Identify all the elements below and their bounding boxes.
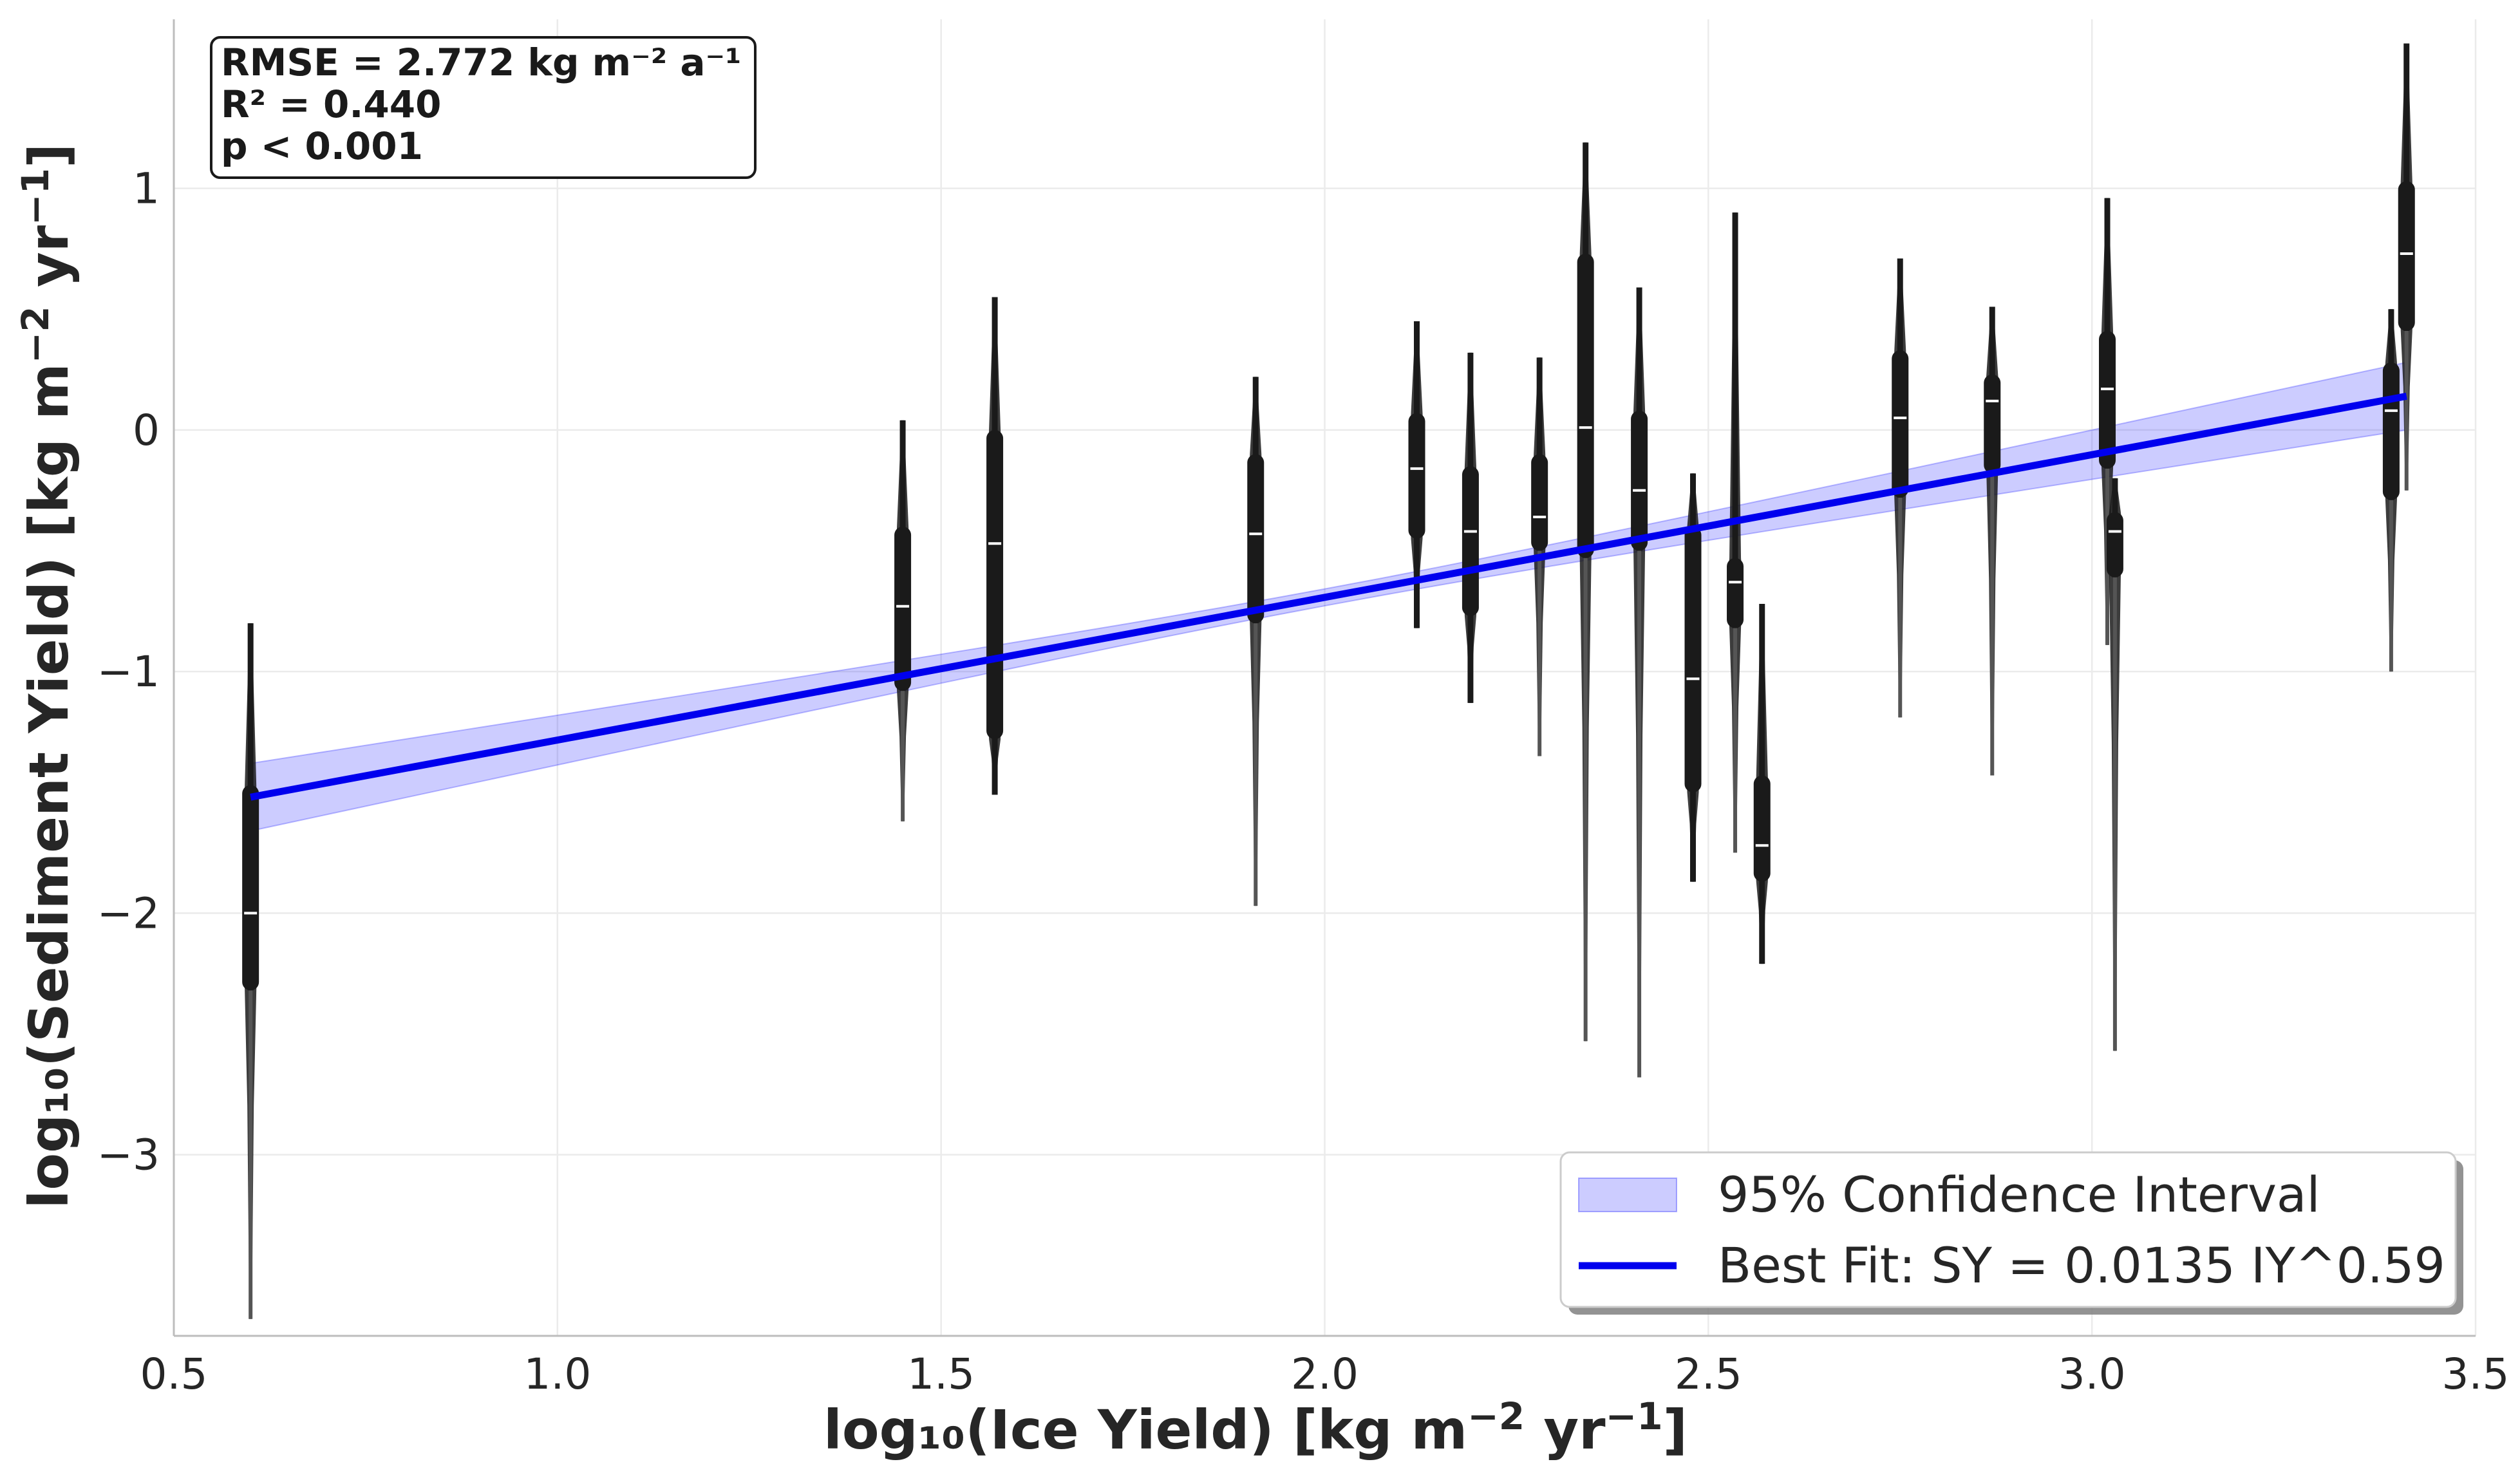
violin xyxy=(1753,604,1771,964)
stats-box: RMSE = 2.772 kg m⁻² a⁻¹ R² = 0.440 p < 0… xyxy=(210,36,757,179)
violin-series xyxy=(242,43,2415,1319)
violin-iqr xyxy=(1247,454,1265,624)
violin xyxy=(1631,287,1648,1078)
legend-ci-label: 95% Confidence Interval xyxy=(1718,1166,2320,1223)
violin-iqr xyxy=(1727,558,1744,628)
fit-line xyxy=(250,392,2407,801)
violin xyxy=(894,420,912,821)
violin xyxy=(1984,306,2001,776)
x-tick-label: 3.0 xyxy=(2058,1349,2126,1399)
violin-iqr xyxy=(894,526,912,691)
violin-iqr xyxy=(1984,374,2001,474)
violin-iqr xyxy=(2398,181,2415,332)
y-tick-label: −1 xyxy=(97,647,160,697)
x-tick-label: 3.5 xyxy=(2442,1349,2510,1399)
violin-iqr xyxy=(1753,775,1771,882)
x-axis-label: log₁₀(Ice Yield) [kg m−2 yr−1] xyxy=(823,1394,1688,1461)
y-tick-label: 1 xyxy=(133,164,160,214)
violin-iqr xyxy=(2099,331,2116,469)
legend-fit-label: Best Fit: SY = 0.0135 IY^0.59 xyxy=(1718,1237,2445,1294)
violin xyxy=(1727,212,1744,853)
violin xyxy=(2106,478,2123,1051)
violin xyxy=(2398,43,2415,491)
x-tick-label: 1.0 xyxy=(523,1349,591,1399)
violin xyxy=(1247,377,1265,906)
violin-iqr xyxy=(2106,512,2123,577)
violin-iqr xyxy=(1531,454,1548,551)
violin xyxy=(1577,142,1594,1042)
legend: 95% Confidence Interval Best Fit: SY = 0… xyxy=(1559,1151,2463,1315)
x-tick-label: 2.5 xyxy=(1675,1349,1742,1399)
violin-iqr xyxy=(1631,410,1648,551)
violin-iqr xyxy=(1408,413,1425,539)
violin-iqr xyxy=(1892,350,1909,498)
x-tick-label: 0.5 xyxy=(140,1349,208,1399)
p-value-text: p < 0.001 xyxy=(221,124,423,168)
rmse-text: RMSE = 2.772 kg m⁻² a⁻¹ xyxy=(221,41,742,84)
x-tick-label: 1.5 xyxy=(907,1349,975,1399)
violin xyxy=(986,297,1004,795)
legend-ci-swatch xyxy=(1578,1177,1677,1212)
violin-iqr xyxy=(2382,362,2400,500)
violin-iqr xyxy=(1462,466,1479,616)
y-tick-label: 0 xyxy=(133,406,160,455)
x-tick-label: 2.0 xyxy=(1291,1349,1359,1399)
fit-line-group xyxy=(250,392,2407,801)
violin xyxy=(1684,473,1702,882)
tick-labels: 0.5 1.0 1.5 2.0 2.5 3.0 3.5 1 0 −1 −2 −3 xyxy=(97,164,2510,1399)
r2-text: R² = 0.440 xyxy=(221,82,442,126)
violin-iqr xyxy=(1684,526,1702,793)
grid-lines xyxy=(173,19,2477,1336)
violin-iqr xyxy=(1577,253,1594,558)
violin-iqr xyxy=(986,429,1004,740)
y-tick-label: −3 xyxy=(97,1130,160,1180)
axes xyxy=(173,19,2476,1337)
violin-iqr xyxy=(242,785,259,991)
y-tick-label: −2 xyxy=(97,888,160,938)
violin xyxy=(1462,352,1479,703)
y-axis-label: log₁₀(Sediment Yield) [kg m−2 yr−1] xyxy=(14,144,80,1209)
